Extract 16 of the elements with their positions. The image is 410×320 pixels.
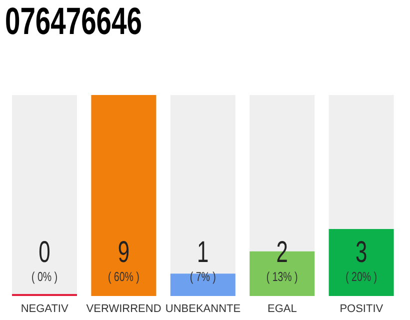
data-label: 0 — [38, 236, 50, 269]
annotation: ( 0% ) — [32, 270, 58, 284]
x-tick-label: EGAL — [268, 302, 297, 315]
x-tick-label: VERWIRREND — [86, 302, 162, 315]
data-label: 1 — [197, 236, 209, 269]
chart-title: 076476646 — [5, 0, 142, 44]
annotation: ( 7% ) — [190, 270, 216, 284]
data-label: 9 — [118, 236, 130, 269]
annotation: ( 13% ) — [266, 270, 298, 284]
x-tick-label: NEGATIV — [20, 302, 69, 315]
x-tick-label: POSITIV — [340, 302, 384, 315]
x-tick-label: UNBEKANNTE — [165, 302, 241, 315]
annotation: ( 60% ) — [108, 270, 140, 284]
data-label: 3 — [355, 236, 368, 269]
bar — [170, 274, 236, 296]
annotation: ( 20% ) — [346, 270, 378, 284]
